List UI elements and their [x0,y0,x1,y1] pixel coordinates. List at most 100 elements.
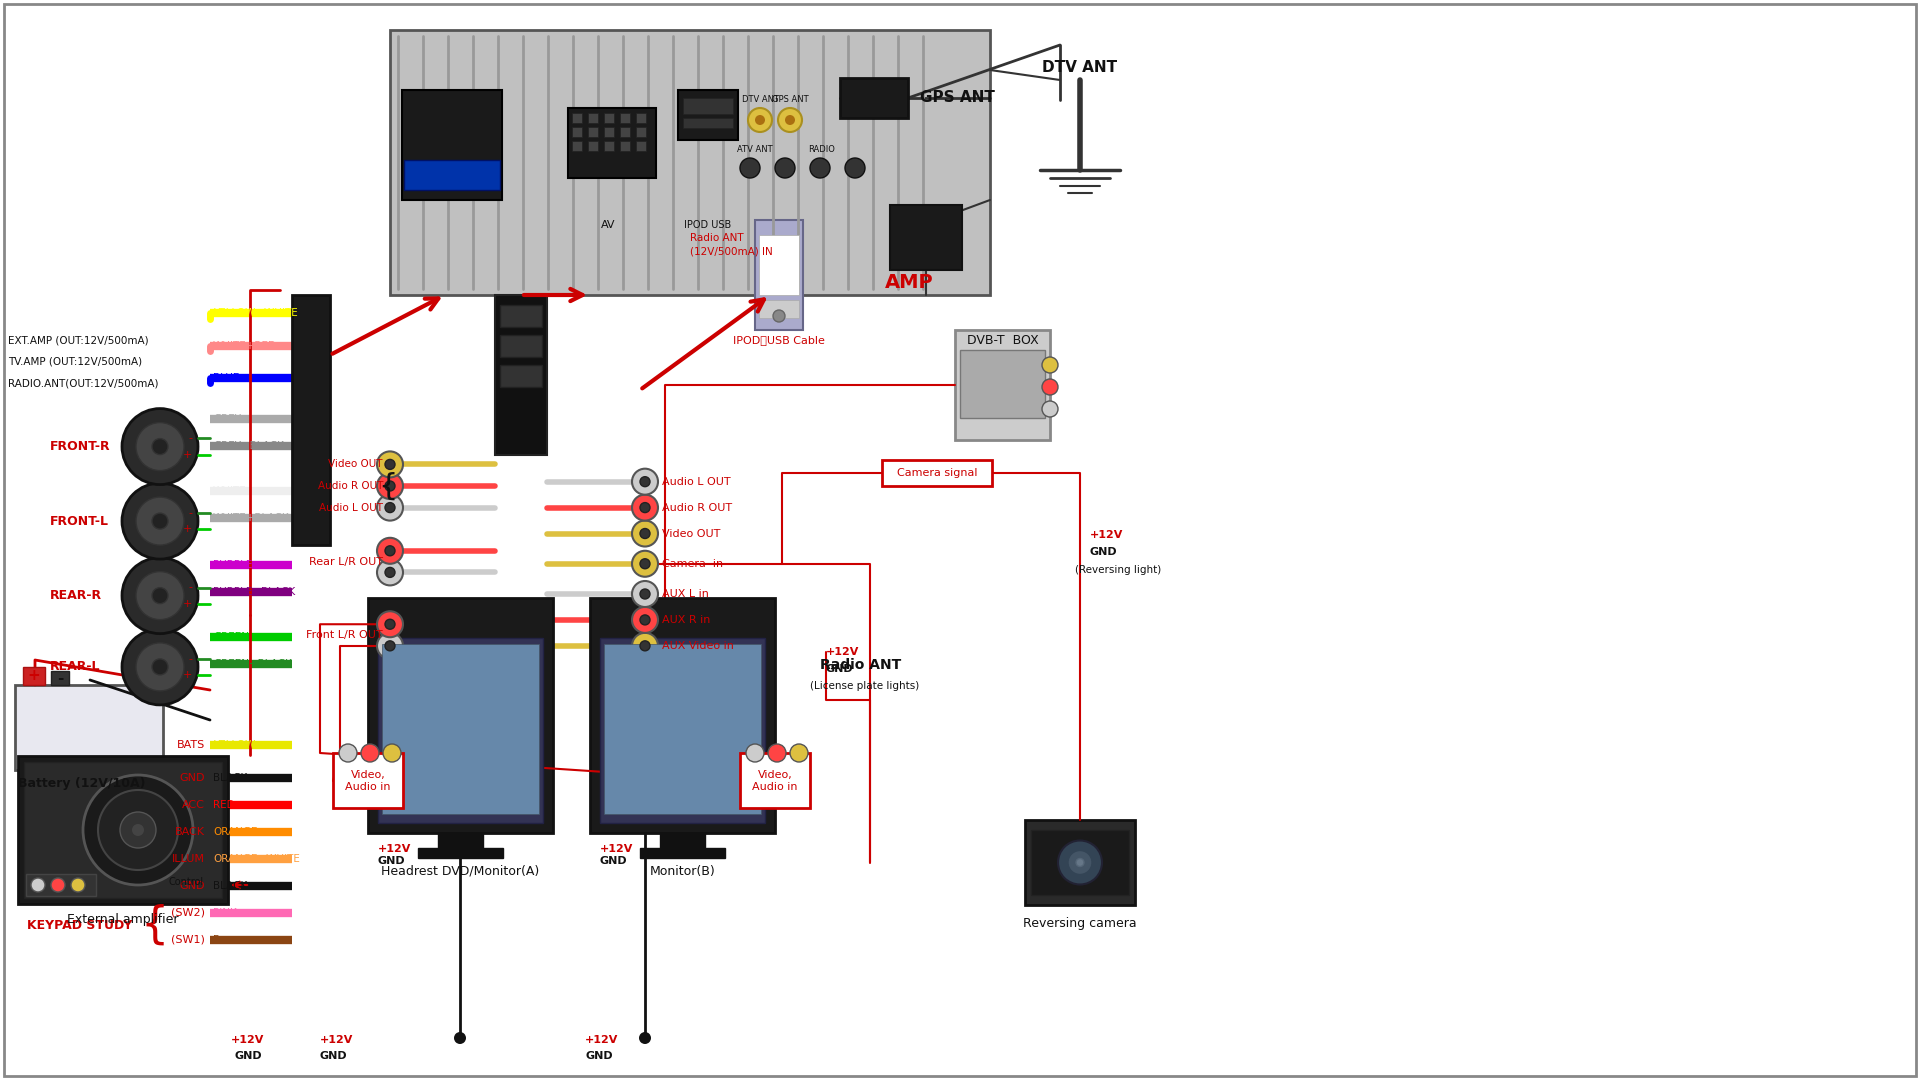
FancyBboxPatch shape [739,753,810,808]
Circle shape [376,559,403,585]
Circle shape [382,744,401,762]
Text: (License plate lights): (License plate lights) [810,681,920,691]
Text: YELLOW: YELLOW [213,740,255,751]
Text: KEYPAD STUDY: KEYPAD STUDY [27,919,132,932]
Circle shape [845,158,866,178]
Circle shape [376,538,403,564]
Circle shape [1043,379,1058,395]
FancyBboxPatch shape [960,350,1044,418]
Text: ACC: ACC [182,799,205,810]
Text: -: - [188,582,192,593]
FancyBboxPatch shape [636,141,645,151]
FancyBboxPatch shape [1031,831,1129,895]
FancyBboxPatch shape [684,118,733,129]
Text: Camera  in: Camera in [662,558,724,569]
Text: GREEN: GREEN [213,632,250,643]
Text: GND: GND [826,664,854,674]
FancyBboxPatch shape [841,78,908,118]
Circle shape [31,878,44,892]
Text: FRONT-L: FRONT-L [50,514,109,528]
Text: GREY+BLACK: GREY+BLACK [213,441,284,451]
Circle shape [386,640,396,651]
FancyBboxPatch shape [499,365,541,387]
Text: PINK: PINK [213,907,236,918]
FancyBboxPatch shape [660,833,705,848]
FancyBboxPatch shape [401,90,501,200]
FancyBboxPatch shape [599,638,764,823]
FancyBboxPatch shape [605,127,614,137]
Circle shape [768,744,785,762]
Text: Audio L OUT: Audio L OUT [319,502,382,513]
Circle shape [774,310,785,322]
FancyBboxPatch shape [758,300,799,318]
Text: -: - [188,508,192,518]
Circle shape [123,629,198,705]
Text: Reversing camera: Reversing camera [1023,917,1137,930]
Text: Radio ANT: Radio ANT [820,658,900,672]
FancyBboxPatch shape [620,113,630,123]
FancyBboxPatch shape [636,127,645,137]
Circle shape [739,158,760,178]
Text: Front L/R OUT: Front L/R OUT [307,630,382,640]
Text: GND: GND [586,1051,612,1061]
Circle shape [632,607,659,633]
Text: Control: Control [169,877,204,887]
Circle shape [123,408,198,485]
FancyBboxPatch shape [891,205,962,270]
Circle shape [639,558,651,569]
Text: Video OUT: Video OUT [662,528,720,539]
FancyBboxPatch shape [605,141,614,151]
Text: GND: GND [378,856,405,866]
FancyBboxPatch shape [17,756,228,904]
FancyBboxPatch shape [332,753,403,808]
Circle shape [136,497,184,545]
Text: ILLUM: ILLUM [173,853,205,864]
Circle shape [386,619,396,630]
Circle shape [639,615,651,625]
Circle shape [1058,840,1102,885]
Circle shape [776,158,795,178]
FancyBboxPatch shape [15,685,163,770]
Circle shape [376,495,403,521]
FancyBboxPatch shape [684,98,733,114]
Text: Audio R OUT: Audio R OUT [317,481,382,491]
Circle shape [747,744,764,762]
Circle shape [785,114,795,125]
Text: GREY: GREY [213,414,242,424]
Circle shape [386,545,396,556]
Text: WHITE+RED: WHITE+RED [213,340,276,351]
Text: IPOD USB: IPOD USB [684,220,732,230]
Text: +12V: +12V [321,1035,353,1045]
Circle shape [386,459,396,470]
FancyBboxPatch shape [419,848,503,858]
Text: GREEN+BLACK: GREEN+BLACK [213,659,292,670]
Text: FRONT-R: FRONT-R [50,440,111,454]
Text: GND: GND [179,772,205,783]
FancyBboxPatch shape [588,141,597,151]
Text: -: - [188,653,192,664]
Text: Brown: Brown [213,934,246,945]
Text: Video OUT: Video OUT [328,459,382,470]
Circle shape [136,422,184,471]
Circle shape [152,659,169,675]
FancyBboxPatch shape [23,762,223,897]
Text: WHITE+BLACK: WHITE+BLACK [213,513,290,524]
Circle shape [1043,401,1058,417]
FancyBboxPatch shape [378,638,543,823]
FancyBboxPatch shape [1025,820,1135,905]
FancyBboxPatch shape [620,141,630,151]
Text: DTV ANT: DTV ANT [1043,60,1117,76]
Text: AV: AV [601,220,614,230]
Text: AUX Video in: AUX Video in [662,640,733,651]
Text: GND: GND [321,1051,348,1061]
Text: AMP: AMP [885,273,933,293]
Text: Audio R OUT: Audio R OUT [662,502,732,513]
Text: REAR-L: REAR-L [50,660,100,674]
Text: BATS: BATS [177,740,205,751]
FancyBboxPatch shape [382,644,540,814]
FancyBboxPatch shape [52,671,69,685]
Text: DTV ANT: DTV ANT [741,95,778,105]
Circle shape [1075,859,1085,866]
Circle shape [749,108,772,132]
FancyBboxPatch shape [588,127,597,137]
